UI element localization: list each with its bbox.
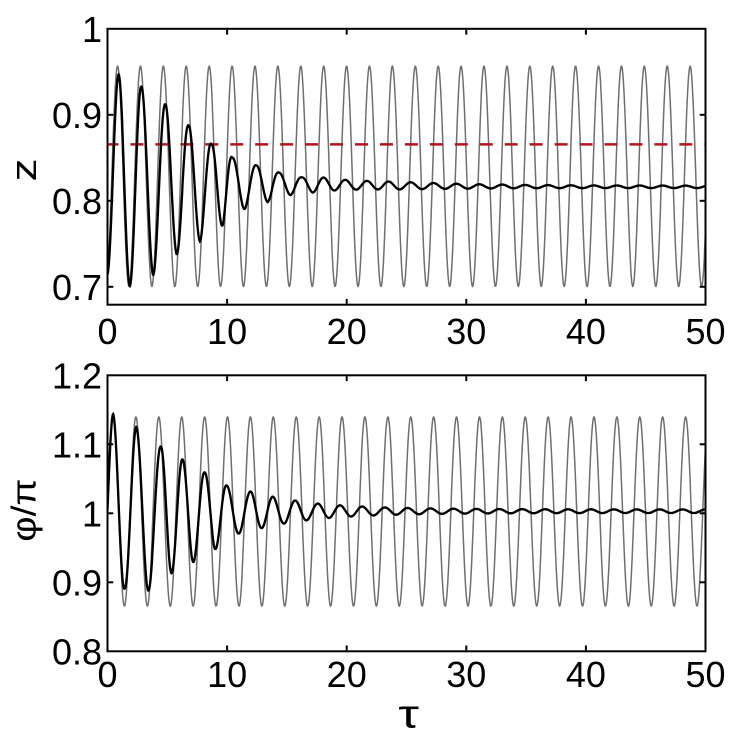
svg-text:40: 40 xyxy=(566,311,606,352)
svg-text:20: 20 xyxy=(327,654,367,695)
svg-text:0.9: 0.9 xyxy=(52,95,102,136)
svg-text:τ: τ xyxy=(398,691,419,733)
svg-text:0.7: 0.7 xyxy=(52,267,102,308)
svg-text:z: z xyxy=(4,158,44,181)
svg-text:0: 0 xyxy=(97,311,117,352)
svg-text:1.1: 1.1 xyxy=(52,424,102,465)
svg-text:0.8: 0.8 xyxy=(52,631,102,672)
svg-text:50: 50 xyxy=(685,654,725,695)
svg-text:10: 10 xyxy=(207,654,247,695)
svg-text:40: 40 xyxy=(566,654,606,695)
svg-text:10: 10 xyxy=(207,311,247,352)
svg-text:0.8: 0.8 xyxy=(52,181,102,222)
svg-text:1: 1 xyxy=(82,9,102,50)
svg-text:20: 20 xyxy=(327,311,367,352)
svg-text:0: 0 xyxy=(97,654,117,695)
svg-text:1: 1 xyxy=(82,493,102,534)
svg-text:30: 30 xyxy=(446,311,486,352)
svg-text:0.9: 0.9 xyxy=(52,562,102,603)
svg-text:30: 30 xyxy=(446,654,486,695)
svg-text:50: 50 xyxy=(685,311,725,352)
svg-text:1.2: 1.2 xyxy=(52,355,102,396)
svg-text:φ/π: φ/π xyxy=(5,479,43,542)
